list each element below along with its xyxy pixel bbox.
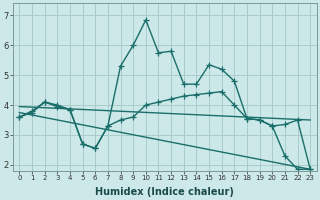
X-axis label: Humidex (Indice chaleur): Humidex (Indice chaleur) [95, 187, 234, 197]
